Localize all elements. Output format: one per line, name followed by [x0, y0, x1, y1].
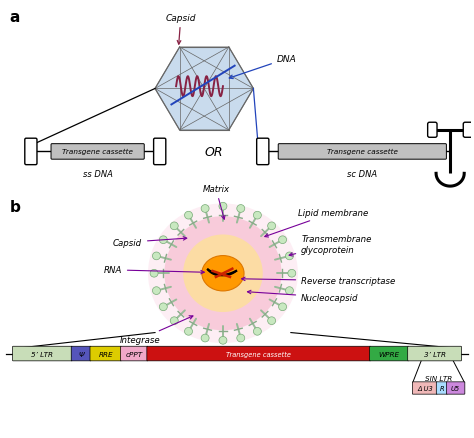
Text: DNA: DNA [229, 55, 297, 79]
Text: U5: U5 [451, 385, 460, 391]
FancyBboxPatch shape [13, 346, 72, 361]
Circle shape [237, 334, 245, 342]
FancyBboxPatch shape [463, 123, 473, 138]
Ellipse shape [202, 256, 244, 291]
Text: Transgene cassette: Transgene cassette [62, 149, 133, 155]
Circle shape [279, 236, 287, 244]
Text: Reverse transcriptase: Reverse transcriptase [242, 277, 395, 286]
Circle shape [153, 287, 160, 295]
Text: 5’ LTR: 5’ LTR [31, 351, 54, 357]
Text: OR: OR [204, 145, 223, 159]
Circle shape [279, 303, 287, 311]
FancyBboxPatch shape [51, 145, 144, 160]
Text: Integrase: Integrase [120, 316, 193, 344]
Circle shape [285, 287, 293, 295]
Text: WPRE: WPRE [379, 351, 400, 357]
Text: Capsid: Capsid [165, 14, 196, 45]
Circle shape [170, 223, 178, 230]
Text: 3’ LTR: 3’ LTR [424, 351, 446, 357]
FancyBboxPatch shape [71, 346, 91, 361]
Circle shape [237, 205, 245, 213]
Circle shape [268, 317, 275, 325]
Text: Nucleocapsid: Nucleocapsid [247, 290, 359, 302]
FancyBboxPatch shape [370, 346, 409, 361]
Polygon shape [155, 48, 254, 131]
FancyBboxPatch shape [447, 382, 465, 394]
Circle shape [268, 223, 275, 230]
Circle shape [254, 212, 261, 219]
Text: RRE: RRE [99, 351, 113, 357]
Circle shape [201, 334, 209, 342]
Text: a: a [10, 10, 20, 25]
Circle shape [219, 203, 227, 211]
FancyBboxPatch shape [154, 139, 166, 165]
Circle shape [159, 236, 167, 244]
FancyBboxPatch shape [25, 139, 37, 165]
Text: Transgene cassette: Transgene cassette [226, 351, 291, 357]
Circle shape [150, 270, 158, 278]
Circle shape [254, 328, 261, 336]
Circle shape [288, 270, 296, 278]
FancyBboxPatch shape [90, 346, 121, 361]
FancyBboxPatch shape [147, 346, 371, 361]
Circle shape [159, 303, 167, 311]
FancyBboxPatch shape [412, 382, 437, 394]
Text: Ψ: Ψ [78, 351, 84, 357]
Text: RNA: RNA [103, 266, 204, 275]
FancyBboxPatch shape [120, 346, 148, 361]
FancyBboxPatch shape [428, 123, 437, 138]
Circle shape [285, 252, 293, 260]
Text: Lipid membrane: Lipid membrane [265, 208, 368, 237]
Circle shape [184, 212, 192, 219]
Circle shape [183, 235, 263, 312]
FancyBboxPatch shape [278, 145, 447, 160]
Text: sc DNA: sc DNA [347, 170, 377, 178]
Circle shape [164, 217, 282, 331]
Circle shape [201, 205, 209, 213]
FancyBboxPatch shape [408, 346, 461, 361]
Text: Capsid: Capsid [113, 237, 187, 247]
Text: ss DNA: ss DNA [82, 170, 113, 178]
Text: R: R [439, 385, 444, 391]
FancyBboxPatch shape [436, 382, 447, 394]
Text: Matrix: Matrix [202, 185, 229, 220]
Text: Δ U3: Δ U3 [417, 385, 433, 391]
Circle shape [184, 328, 192, 336]
Text: Transmembrane
glycoprotein: Transmembrane glycoprotein [289, 235, 372, 257]
Text: cPPT: cPPT [126, 351, 143, 357]
Circle shape [219, 337, 227, 344]
Text: SIN LTR: SIN LTR [425, 375, 452, 381]
Circle shape [153, 252, 160, 260]
Circle shape [170, 317, 178, 325]
Text: Transgene cassette: Transgene cassette [327, 149, 398, 155]
FancyBboxPatch shape [257, 139, 269, 165]
Text: b: b [10, 199, 21, 214]
Ellipse shape [148, 204, 298, 343]
